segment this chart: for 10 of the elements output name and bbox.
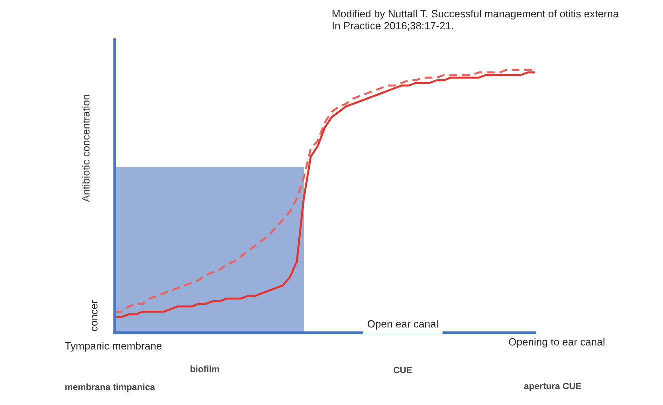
y-axis-title: Antibiotic concentration bbox=[82, 95, 90, 202]
annotation: Open ear canal bbox=[368, 320, 438, 330]
text: Modified by Nuttall T. Successful management of otitis externa In Practice 2016;38:17-21. bbox=[332, 10, 619, 31]
text: apertura CUE bbox=[524, 383, 582, 392]
text: CUE bbox=[394, 367, 412, 374]
text: Tympanic membrane bbox=[65, 342, 162, 352]
text: Opening to ear canal bbox=[509, 338, 605, 348]
text: concer bbox=[92, 300, 98, 332]
text: biofilm bbox=[190, 366, 220, 372]
text: membrana timpanica bbox=[66, 384, 156, 392]
